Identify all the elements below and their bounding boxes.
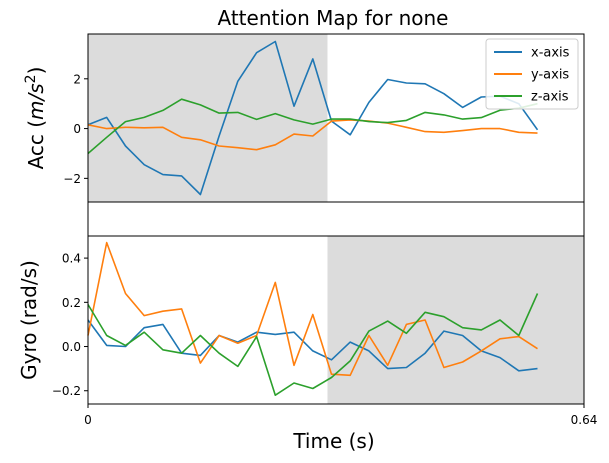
acc-ylabel-suffix: ): [24, 67, 48, 75]
gyro-attention-shade: [327, 236, 584, 404]
gyro-series-lines: [87, 241, 539, 397]
gyro-y-tick-label-1: 0.0: [62, 340, 81, 354]
acc-y-tick-label-1: 0: [73, 122, 81, 136]
acc-ylabel-unit-exp: 2: [23, 74, 39, 83]
acc-y-ticks: −2 0 2: [63, 72, 88, 186]
x-axis: 0 0.64 Time (s): [84, 404, 597, 453]
spacer-panel: [87, 201, 585, 237]
gyro-y-tick-label-2: 0.2: [62, 296, 81, 310]
gyro-y-ticks: −0.2 0.0 0.2 0.4: [52, 252, 88, 398]
acc-series-x-axis: [87, 40, 539, 196]
legend-label-z-axis: z-axis: [531, 90, 569, 105]
legend-label-y-axis: y-axis: [531, 68, 569, 83]
acc-series-z-axis: [87, 98, 538, 155]
chart-title: Attention Map for none: [218, 6, 449, 30]
gyro-series-y-axis: [87, 241, 538, 377]
x-axis-label: Time (s): [292, 429, 374, 453]
gyro-axes-frame: [87, 235, 585, 405]
gyro-y-tick-label-3: 0.4: [62, 252, 81, 266]
acc-attention-shade: [88, 34, 328, 202]
gyro-y-tick-label-0: −0.2: [52, 384, 81, 398]
acc-y-tick-label-0: −2: [63, 172, 81, 186]
acc-panel: −202 Acc (m/s2) x-axis y-axis z-axis: [23, 33, 585, 203]
acc-ylabel-prefix: Acc (: [24, 120, 48, 169]
gyro-panel: −0.2 0.0 0.2 0.4 Gyro (rad/s): [17, 235, 585, 405]
acc-y-axis-label: Acc (m/s2): [23, 67, 48, 170]
acc-series-lines: [87, 40, 539, 196]
acc-ylabel-unit-base: m/s: [24, 83, 48, 120]
x-tick-label-0: 0: [84, 413, 92, 427]
gyro-y-axis-label: Gyro (rad/s): [17, 260, 41, 380]
x-tick-label-1: 0.64: [571, 413, 598, 427]
legend-box: [485, 38, 579, 110]
acc-y-tick-label-2: 2: [73, 72, 81, 86]
acc-series-y-axis: [87, 119, 538, 151]
gyro-series-x-axis: [87, 319, 538, 372]
gyro-series-z-axis: [87, 293, 539, 397]
legend: x-axis y-axis z-axis: [485, 38, 579, 110]
legend-label-x-axis: x-axis: [531, 46, 570, 61]
